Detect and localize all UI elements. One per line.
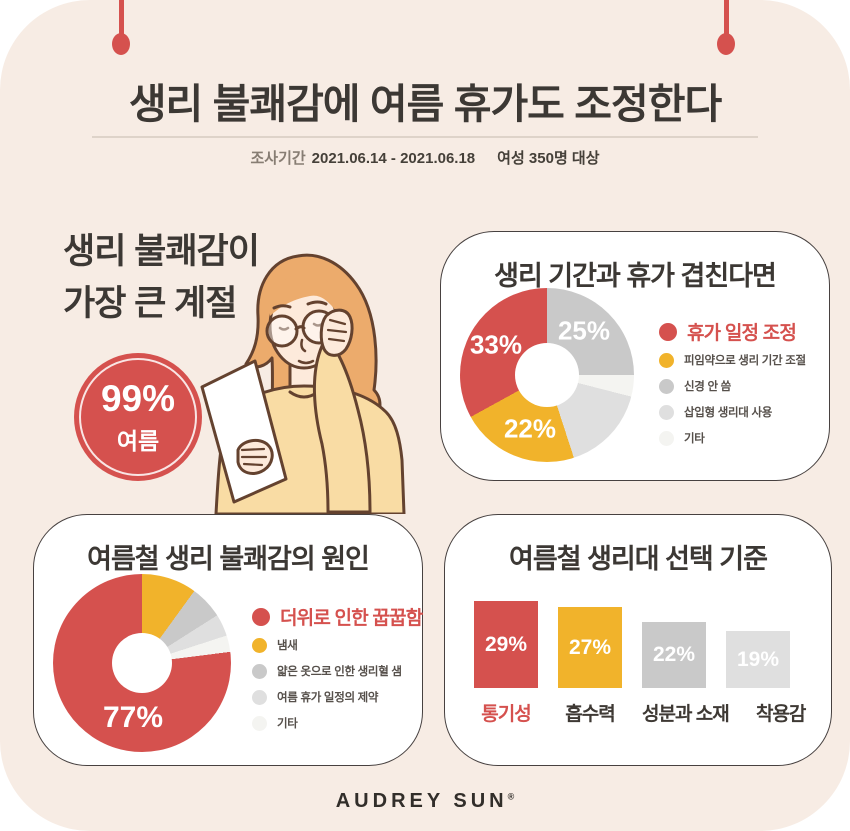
card-title-vacation-overlap: 생리 기간과 휴가 겹친다면 [494,261,777,291]
legend-dot [659,404,674,420]
bar-category-label: 성분과 소재 [642,704,730,725]
legend-label: 신경 안 씀 [684,381,731,393]
pin-head [112,33,130,55]
footer-trademark: ® [507,791,515,802]
pin-decoration-left [112,0,130,60]
legend-dot [252,637,267,653]
season-heading-line-1: 생리 불쾌감이 [63,232,260,271]
bar: 22% [642,622,706,688]
donut-slice-label: 22% [503,413,557,444]
bar-category-labels: 통기성 흡수력 성분과 소재 착용감 [474,699,806,726]
donut-slice-label: 33% [469,329,523,360]
legend-dot [252,607,270,626]
season-badge: 99% 여름 [74,353,202,481]
bar-chart-pad-criteria: 29% 27% 22% 19% [474,601,806,688]
card-pad-criteria: 여름철 생리대 선택 기준 29% 27% 22% 19% 통기성 흡수력 성분과 소재 착… [444,514,832,766]
legend-item: 더위로 인한 꿉꿉함 [252,603,423,630]
legend-item: 냄새 [252,637,422,653]
survey-target: 여성 350명 대상 [497,150,600,167]
footer-brand-text: AUDREY SUN [335,790,508,812]
season-badge-percent: 99% [100,378,176,419]
legend-item: 기타 [659,430,806,446]
legend-dot [659,430,674,446]
bar-category-label: 흡수력 [565,704,615,725]
bar-value-label: 29% [484,632,528,656]
pin-decoration-right [717,0,735,60]
legend-item: 신경 안 씀 [659,378,806,394]
survey-info: 조사기간 2021.06.14 - 2021.06.18 여성 350명 대상 [0,147,850,168]
legend-item: 얇은 옷으로 인한 생리혈 샘 [252,663,422,679]
bar-category-label: 통기성 [481,704,531,725]
legend-dot [252,715,267,731]
legend-dot [659,322,677,341]
legend-label: 피임약으로 생리 기간 조절 [684,355,806,367]
legend-item: 휴가 일정 조정 [659,318,806,345]
bar: 19% [726,631,790,688]
legend-dot [659,378,674,394]
donut-slice-label: 25% [557,315,611,346]
pin-line [118,0,124,36]
bar: 27% [558,607,622,688]
legend-label: 얇은 옷으로 인한 생리혈 샘 [277,666,402,678]
bar: 29% [474,601,538,688]
bar-value-label: 27% [568,635,612,659]
page-title: 생리 불쾌감에 여름 휴가도 조정한다 [128,81,722,127]
legend-label: 삽입형 생리대 사용 [684,407,773,419]
legend-dot [252,663,267,679]
legend-label: 기타 [277,718,298,730]
bar-value-label: 22% [652,643,696,666]
pin-head [717,33,735,55]
woman-illustration [200,253,406,514]
bar-category-label: 착용감 [755,704,806,725]
survey-period-label: 조사기간 [250,150,306,167]
season-badge-label: 여름 [116,428,160,454]
donut-chart-vacation-overlap: 33% 25% 22% [460,288,634,462]
card-title-pad-criteria: 여름철 생리대 선택 기준 [509,544,768,574]
legend-label: 휴가 일정 조정 [687,323,797,344]
legend-dot [252,689,267,705]
legend-dot [659,352,674,368]
donut-slice-label: 77% [102,701,164,734]
season-heading: 생리 불쾌감이 가장 큰 계절 [63,226,260,330]
donut-chart-discomfort-causes: 77% [53,574,231,752]
legend-label: 기타 [684,433,705,445]
legend-item: 피임약으로 생리 기간 조절 [659,352,806,368]
legend-label: 더위로 인한 꿉꿉함 [280,608,423,629]
title-divider [92,136,758,138]
survey-period: 2021.06.14 - 2021.06.18 [311,150,476,167]
legend-item: 기타 [252,715,422,731]
card-title-discomfort-causes: 여름철 생리 불쾌감의 원인 [87,544,370,574]
footer-brand: AUDREY SUN® [0,790,850,813]
pin-line [723,0,729,36]
legend-item: 삽입형 생리대 사용 [659,404,806,420]
legend-label: 냄새 [277,640,298,652]
bar-value-label: 19% [736,647,780,671]
season-heading-line-2: 가장 큰 계절 [63,284,237,323]
legend-label: 여름 휴가 일정의 제약 [277,692,379,704]
legend-item: 여름 휴가 일정의 제약 [252,689,422,705]
